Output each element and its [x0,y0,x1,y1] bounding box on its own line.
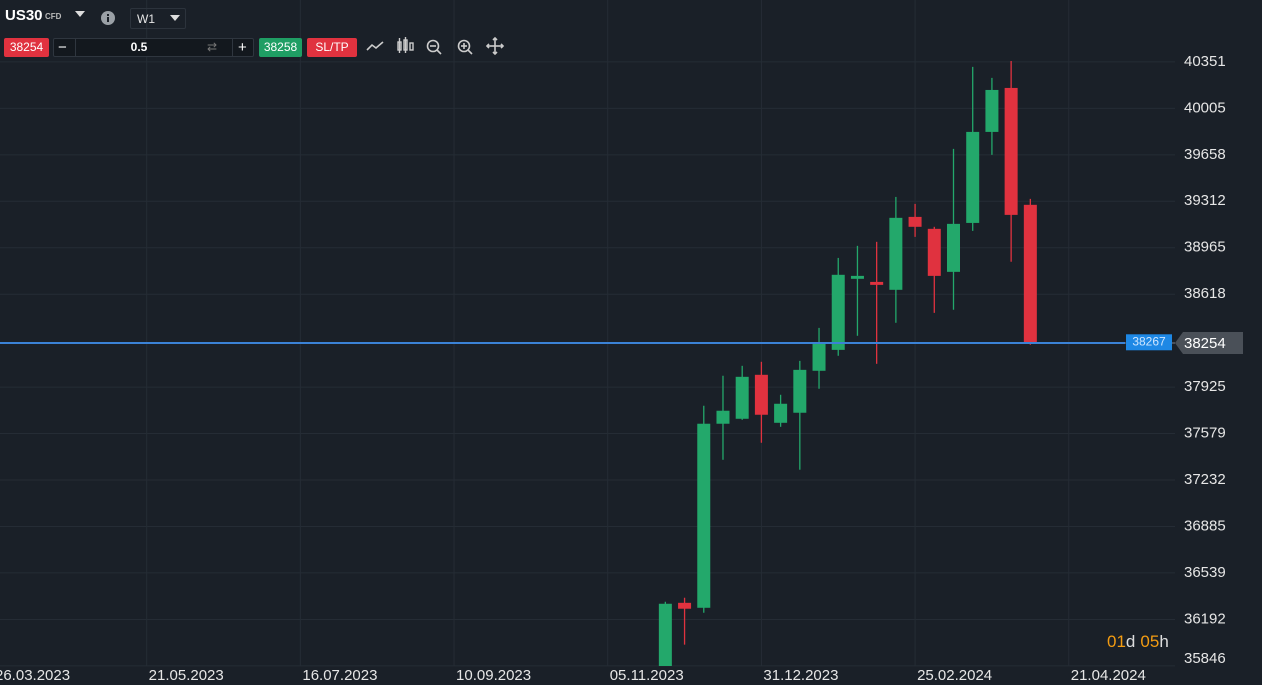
overlay: 40351 40005 39658 39312 38965 38618 37925 37579… [0,53,1243,684]
candles [658,60,1037,666]
volume-field: − 0.5 ⇄ + [53,38,254,57]
candle-body [870,281,884,285]
x-tick-label: 21.04.2024 [1071,667,1146,684]
x-tick-label: 25.02.2024 [917,667,992,684]
y-tick-label: 36539 [1184,564,1226,581]
y-tick-label: 39312 [1184,192,1226,209]
chart-tools [366,36,505,56]
pan-tool[interactable] [485,36,505,56]
bid-marker-label: 38267 [1132,334,1166,348]
divider [75,39,76,56]
candle-body [716,410,730,424]
sell-button[interactable]: 38254 [4,38,49,57]
y-tick-label: 38965 [1184,239,1226,256]
y-tick-label: 38618 [1184,285,1226,302]
candle-tool[interactable] [397,37,414,53]
timeframe-dropdown [170,15,180,21]
line-tool[interactable] [366,41,384,51]
y-tick-label: 37232 [1184,471,1226,488]
countdown-hour-unit: h [1159,632,1169,651]
x-tick-label: 16.07.2023 [302,667,377,684]
candle-body [831,274,845,350]
symbol-suffix: CFD [45,12,62,21]
x-tick-label: 05.11.2023 [610,667,684,684]
y-tick-label: 39658 [1184,146,1226,163]
bid-marker-box [1126,334,1172,351]
grid [0,0,1175,667]
candle-body [1023,204,1037,344]
y-tick-label: 40351 [1184,53,1226,70]
countdown-day-unit: d [1125,632,1136,651]
candle-body [1004,87,1018,215]
countdown-hours: 05 [1140,632,1160,651]
y-tick-label: 37579 [1184,424,1226,441]
candle-body [889,217,903,290]
y-tick-label: 35846 [1184,650,1226,667]
buy-button[interactable]: 38258 [259,38,302,57]
candle-body [812,343,826,371]
symbol[interactable]: US30 [5,7,43,24]
volume[interactable]: 0.5 [130,40,148,54]
divider [232,39,233,56]
countdown: 01d 05h [1107,632,1169,652]
y-tick-label: 37925 [1184,378,1226,395]
x-tick-label: 21.05.2023 [149,667,224,684]
candle-body [658,603,672,666]
candle-body [793,369,807,413]
timeframe: W1 [137,12,155,26]
candle-body [678,602,692,609]
zoom-out[interactable] [426,39,442,55]
x-tick-label: 31.12.2023 [763,667,838,684]
timeframe-select[interactable]: W1 [130,8,186,29]
swap-icon[interactable]: ⇄ [207,40,218,54]
candle-body [927,228,941,276]
candle-body [850,275,864,279]
zoom-in[interactable] [457,39,473,55]
plus-button[interactable]: + [238,39,247,56]
candle-body [966,131,980,223]
candle-body [754,374,768,415]
info-icon[interactable] [100,10,116,26]
candle-body [774,403,788,423]
candle-body [697,423,711,608]
countdown-days: 01 [1107,632,1126,651]
y-tick-label: 40005 [1184,99,1226,116]
y-tick-label: 36885 [1184,518,1226,535]
y-tick-label: 36192 [1184,610,1226,627]
symbol-dropdown[interactable] [74,10,86,18]
price-label-box [1175,332,1243,355]
minus-button[interactable]: − [58,39,67,56]
candle-body [947,223,960,272]
candle-body [735,376,749,419]
candle-body [985,89,999,132]
candle-body [908,216,922,227]
price-label: 38254 [1184,335,1226,352]
sltp-button[interactable]: SL/TP [307,38,357,57]
x-tick-label: 10.09.2023 [456,667,531,684]
x-tick-label: 26.03.2023 [0,667,70,684]
